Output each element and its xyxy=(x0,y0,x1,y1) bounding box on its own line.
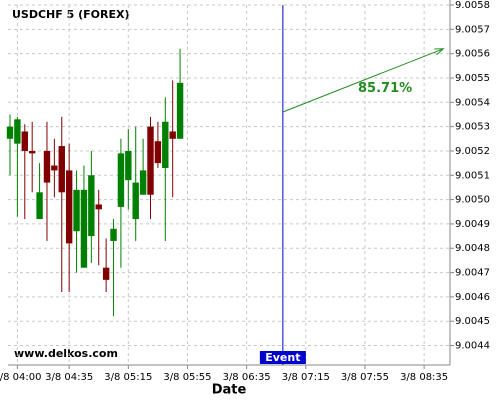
y-tick-label: 9.0051 xyxy=(455,170,490,181)
candle-body xyxy=(43,150,51,183)
candle-body xyxy=(58,146,65,193)
candle-body xyxy=(65,170,73,244)
x-tick-label: 3/8 05:55 xyxy=(163,372,211,383)
y-tick-label: 9.0044 xyxy=(455,341,490,352)
y-tick-label: 9.0056 xyxy=(455,49,490,60)
y-tick-label: 9.0049 xyxy=(455,219,490,230)
candle-body xyxy=(162,121,169,168)
watermark: www.delkos.com xyxy=(14,347,118,360)
x-tick-label: 3/8 07:55 xyxy=(341,372,389,383)
y-tick-label: 9.0053 xyxy=(455,122,490,133)
y-tick-label: 9.0052 xyxy=(455,146,490,157)
candle-body xyxy=(21,131,28,151)
candle-body xyxy=(51,165,58,171)
candle-body xyxy=(132,182,139,220)
y-tick-label: 9.0047 xyxy=(455,268,490,279)
event-box xyxy=(259,351,306,364)
x-tick-label: 3/8 05:15 xyxy=(104,372,152,383)
event-label: Event xyxy=(265,351,300,364)
y-tick-label: 9.0050 xyxy=(455,195,490,206)
x-axis-label: Date xyxy=(212,383,247,398)
candle-body xyxy=(176,82,184,139)
candle-body xyxy=(154,141,162,164)
arrow-head xyxy=(434,48,445,56)
y-tick-label: 9.0048 xyxy=(455,243,490,254)
y-tick-label: 9.0058 xyxy=(455,0,490,11)
x-tick-label: 3/8 04:00 xyxy=(0,372,41,383)
candle-body xyxy=(125,150,132,181)
prediction-arrow xyxy=(282,48,444,113)
candle-body xyxy=(169,131,176,139)
candle-body xyxy=(6,126,14,139)
candle-body xyxy=(102,267,110,280)
x-tick-label: 3/8 06:35 xyxy=(223,372,271,383)
candle-body xyxy=(95,204,102,210)
x-tick-label: 3/8 08:35 xyxy=(400,372,448,383)
candle-body xyxy=(36,192,43,220)
candle-body xyxy=(110,228,117,241)
candle-body xyxy=(117,153,125,207)
y-tick-label: 9.0055 xyxy=(455,73,490,84)
candle-body xyxy=(80,189,88,268)
y-tick-label: 9.0046 xyxy=(455,292,490,303)
y-tick-label: 9.0054 xyxy=(455,97,490,108)
candle-body xyxy=(88,175,95,237)
candle-body xyxy=(14,119,21,144)
y-tick-label: 9.0057 xyxy=(455,24,490,35)
y-tick-label: 9.0045 xyxy=(455,316,490,327)
prediction-label: 85.71% xyxy=(358,81,412,96)
candle-body xyxy=(147,126,154,195)
candle-body xyxy=(73,189,80,232)
x-tick-label: 3/8 04:35 xyxy=(45,372,93,383)
candle-body xyxy=(28,150,36,154)
chart-title: USDCHF 5 (FOREX) xyxy=(12,8,129,21)
candle-body xyxy=(139,170,147,195)
x-tick-label: 3/8 07:15 xyxy=(282,372,330,383)
